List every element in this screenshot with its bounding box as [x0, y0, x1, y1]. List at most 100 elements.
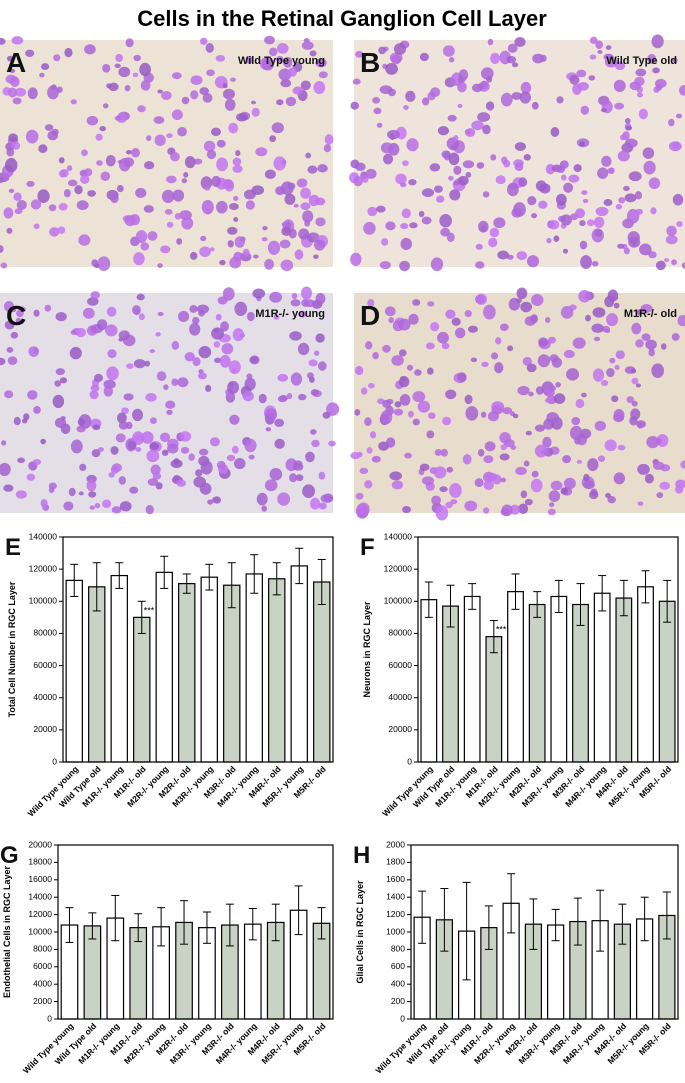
cell [6, 347, 14, 353]
cell [170, 459, 183, 469]
cell [211, 327, 224, 340]
cell [212, 497, 219, 502]
cell [373, 107, 382, 115]
bar [245, 573, 263, 763]
cell [556, 165, 566, 174]
cell [145, 392, 157, 402]
cell [594, 229, 603, 237]
cell [284, 193, 296, 205]
cell [138, 313, 145, 321]
cell [252, 288, 266, 299]
cell [589, 490, 599, 500]
cell [560, 214, 572, 226]
cell [464, 310, 472, 318]
cell [102, 63, 111, 73]
cell [642, 147, 655, 159]
cell [406, 364, 414, 371]
cell [129, 486, 139, 494]
cell [143, 161, 155, 170]
bar [658, 600, 676, 763]
cell [672, 141, 680, 149]
cell [291, 292, 298, 300]
cell [593, 336, 601, 342]
cell [357, 451, 363, 458]
cell [300, 187, 311, 199]
cell [591, 260, 599, 267]
bar [442, 605, 459, 763]
micrograph: B Wild Type old [349, 34, 685, 272]
cell [318, 471, 326, 480]
cell [200, 176, 213, 190]
cell [372, 96, 381, 104]
cell [626, 396, 635, 404]
cell [520, 301, 533, 313]
cell [322, 411, 331, 419]
cell [78, 234, 91, 246]
cell [439, 214, 452, 228]
cell [367, 299, 375, 308]
cell [326, 402, 340, 416]
cell [630, 408, 641, 420]
cell [601, 325, 610, 333]
cell [92, 424, 101, 431]
error-bar [511, 573, 520, 610]
cell [166, 133, 173, 139]
cell [115, 53, 124, 63]
cell [301, 41, 314, 50]
cell [449, 189, 461, 201]
cell [78, 491, 84, 496]
cell [145, 504, 154, 515]
cell [366, 447, 373, 454]
cell [54, 380, 61, 387]
cell [500, 477, 507, 483]
cell [276, 43, 289, 54]
cell [177, 127, 187, 137]
cell [617, 444, 626, 451]
cell [369, 431, 377, 439]
cell [224, 98, 236, 111]
cell [5, 157, 18, 173]
cell [481, 361, 489, 368]
cell [680, 460, 685, 469]
cell [301, 299, 309, 307]
cell [179, 431, 192, 442]
cell [462, 160, 475, 169]
cell [359, 467, 369, 474]
cell [518, 503, 529, 515]
y-tick-label: 1000 [386, 926, 405, 936]
cell [483, 455, 494, 464]
cell [624, 138, 638, 148]
cell [232, 157, 242, 166]
cell [315, 333, 325, 343]
cell [394, 401, 402, 408]
cell [385, 221, 396, 231]
cell [70, 99, 77, 105]
annotation: *** [144, 605, 155, 615]
cell [454, 327, 466, 339]
cell [55, 368, 65, 376]
cell [86, 115, 99, 126]
cell [150, 464, 161, 476]
cell [30, 199, 42, 210]
cell [451, 317, 461, 326]
cell [371, 455, 381, 463]
cell [189, 322, 201, 336]
cell [575, 208, 586, 219]
error-bar [271, 903, 280, 942]
cell [317, 164, 328, 173]
cell [280, 79, 292, 88]
cell [216, 139, 226, 148]
cell [573, 164, 582, 173]
cell [245, 200, 255, 210]
cell [124, 214, 136, 227]
cell [229, 203, 239, 211]
error-bar [317, 907, 326, 940]
cell [470, 357, 478, 363]
cell [514, 163, 524, 172]
y-tick-label: 600 [391, 961, 405, 971]
cell [648, 348, 656, 357]
cell [546, 412, 560, 424]
cell [486, 472, 498, 482]
cell [222, 82, 228, 89]
cell [544, 398, 551, 403]
